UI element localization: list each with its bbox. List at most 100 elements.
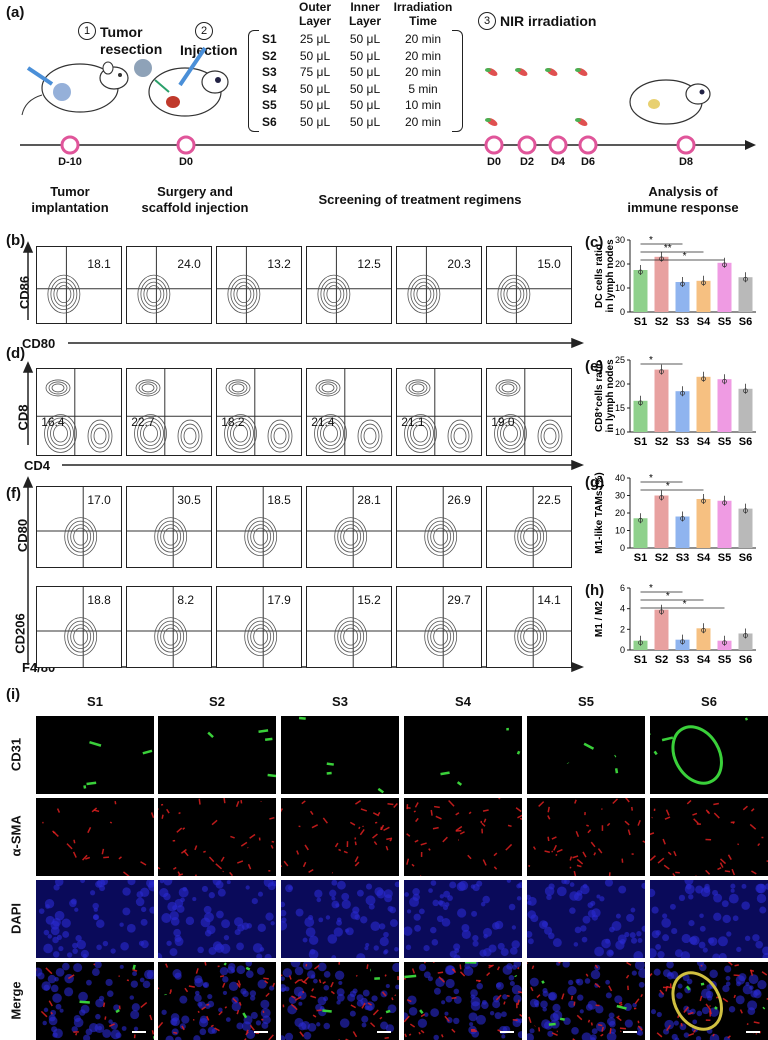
- micrograph-cd31-s6: [650, 716, 768, 794]
- y-axis-label: CD8⁺cells ratio: [594, 360, 605, 432]
- x-tick-label: S4: [697, 552, 711, 564]
- bar-S2: [655, 257, 669, 312]
- significance-marker: *: [683, 599, 687, 610]
- micrograph-cd31-s2: [158, 716, 276, 794]
- micro-row-label: Merge: [9, 981, 24, 1021]
- flow-percentage: 29.7: [447, 593, 470, 607]
- x-tick-label: S2: [655, 316, 668, 328]
- y-tick-label: 0: [620, 543, 625, 553]
- micrograph-cd31-s3: [281, 716, 399, 794]
- micrograph-dapi-s5: [527, 880, 645, 958]
- y-tick-label: 20: [615, 379, 625, 389]
- bar-S2: [655, 610, 669, 650]
- x-tick-label: S3: [676, 316, 689, 328]
- flow-plot-cd80-f480: 26.9: [396, 486, 482, 568]
- micrograph-merge-s4: [404, 962, 522, 1040]
- flow-plot-cd86-cd80: 15.0: [486, 246, 572, 324]
- micro-row-label: DAPI: [9, 899, 24, 939]
- x-tick-label: S6: [739, 654, 752, 666]
- flow-percentage: 18.8: [87, 593, 110, 607]
- significance-marker: *: [649, 473, 653, 484]
- x-tick-label: S1: [634, 552, 647, 564]
- x-tick-label: S5: [718, 436, 731, 448]
- flow-plot-cd206-f480: 8.2: [126, 586, 212, 668]
- bar-S6: [739, 277, 753, 312]
- flow-plot-cd8-cd4: 19.0: [486, 368, 572, 456]
- flow-percentage: 18.1: [87, 257, 110, 271]
- bar-S1: [634, 270, 648, 312]
- significance-marker: *: [649, 235, 653, 246]
- y-tick-label: 6: [620, 583, 625, 593]
- flow-percentage: 17.9: [267, 593, 290, 607]
- flow-percentage: 14.1: [537, 593, 560, 607]
- flow-plot-cd80-f480: 28.1: [306, 486, 392, 568]
- flow-plot-cd206-f480: 15.2: [306, 586, 392, 668]
- bar-S3: [676, 391, 690, 432]
- x-tick-label: S5: [718, 552, 731, 564]
- micrograph-dapi-s1: [36, 880, 154, 958]
- micrograph-sma-s6: [650, 798, 768, 876]
- significance-marker: *: [666, 481, 670, 492]
- flow-percentage: 21.1: [401, 415, 424, 429]
- x-tick-label: S5: [718, 316, 731, 328]
- micrograph-sma-s3: [281, 798, 399, 876]
- significance-marker: **: [664, 243, 672, 254]
- micro-column-label: S5: [527, 694, 645, 709]
- flow-plot-cd206-f480: 29.7: [396, 586, 482, 668]
- y-axis-label: M1 / M2: [594, 601, 605, 638]
- flow-plot-cd86-cd80: 24.0: [126, 246, 212, 324]
- x-tick-label: S6: [739, 316, 752, 328]
- y-tick-label: 40: [615, 473, 625, 483]
- flow-percentage: 21.4: [311, 415, 334, 429]
- flow-percentage: 30.5: [177, 493, 200, 507]
- y-axis-label: DC cells ratio: [594, 244, 605, 308]
- flow-plot-cd86-cd80: 20.3: [396, 246, 482, 324]
- y-tick-label: 15: [615, 403, 625, 413]
- bar-S2: [655, 370, 669, 432]
- micrograph-sma-s1: [36, 798, 154, 876]
- x-tick-label: S4: [697, 436, 711, 448]
- y-axis-label: in lymph nodes: [605, 239, 616, 313]
- x-tick-label: S6: [739, 552, 752, 564]
- micrograph-sma-s5: [527, 798, 645, 876]
- bar-S5: [718, 263, 732, 312]
- bar-S6: [739, 509, 753, 548]
- flow-percentage: 18.5: [267, 493, 290, 507]
- flow-percentage: 12.5: [357, 257, 380, 271]
- x-tick-label: S4: [697, 654, 711, 666]
- flow-percentage: 22.5: [537, 493, 560, 507]
- y-tick-label: 10: [615, 283, 625, 293]
- micrograph-merge-s6: [650, 962, 768, 1040]
- flow-plot-cd86-cd80: 13.2: [216, 246, 302, 324]
- y-tick-label: 25: [615, 355, 625, 365]
- y-tick-label: 2: [620, 624, 625, 634]
- flow-plot-cd206-f480: 14.1: [486, 586, 572, 668]
- micrograph-merge-s1: [36, 962, 154, 1040]
- y-tick-label: 4: [620, 604, 625, 614]
- panel-i-label: (i): [6, 686, 20, 703]
- micro-row-label: α-SMA: [9, 817, 24, 857]
- micro-column-label: S4: [404, 694, 522, 709]
- y-tick-label: 10: [615, 427, 625, 437]
- flow-plot-cd86-cd80: 12.5: [306, 246, 392, 324]
- y-tick-label: 30: [615, 235, 625, 245]
- flow-plot-cd80-f480: 30.5: [126, 486, 212, 568]
- flow-percentage: 19.0: [491, 415, 514, 429]
- flow-percentage: 15.2: [357, 593, 380, 607]
- flow-plot-cd80-f480: 18.5: [216, 486, 302, 568]
- micro-row-label: CD31: [9, 735, 24, 775]
- flow-plot-cd86-cd80: 18.1: [36, 246, 122, 324]
- significance-marker: *: [666, 591, 670, 602]
- micro-column-label: S1: [36, 694, 154, 709]
- micrograph-sma-s4: [404, 798, 522, 876]
- flow-plot-cd8-cd4: 21.4: [306, 368, 392, 456]
- x-tick-label: S1: [634, 436, 647, 448]
- bar-S5: [718, 379, 732, 432]
- x-tick-label: S3: [676, 436, 689, 448]
- micrograph-merge-s3: [281, 962, 399, 1040]
- micrograph-merge-s2: [158, 962, 276, 1040]
